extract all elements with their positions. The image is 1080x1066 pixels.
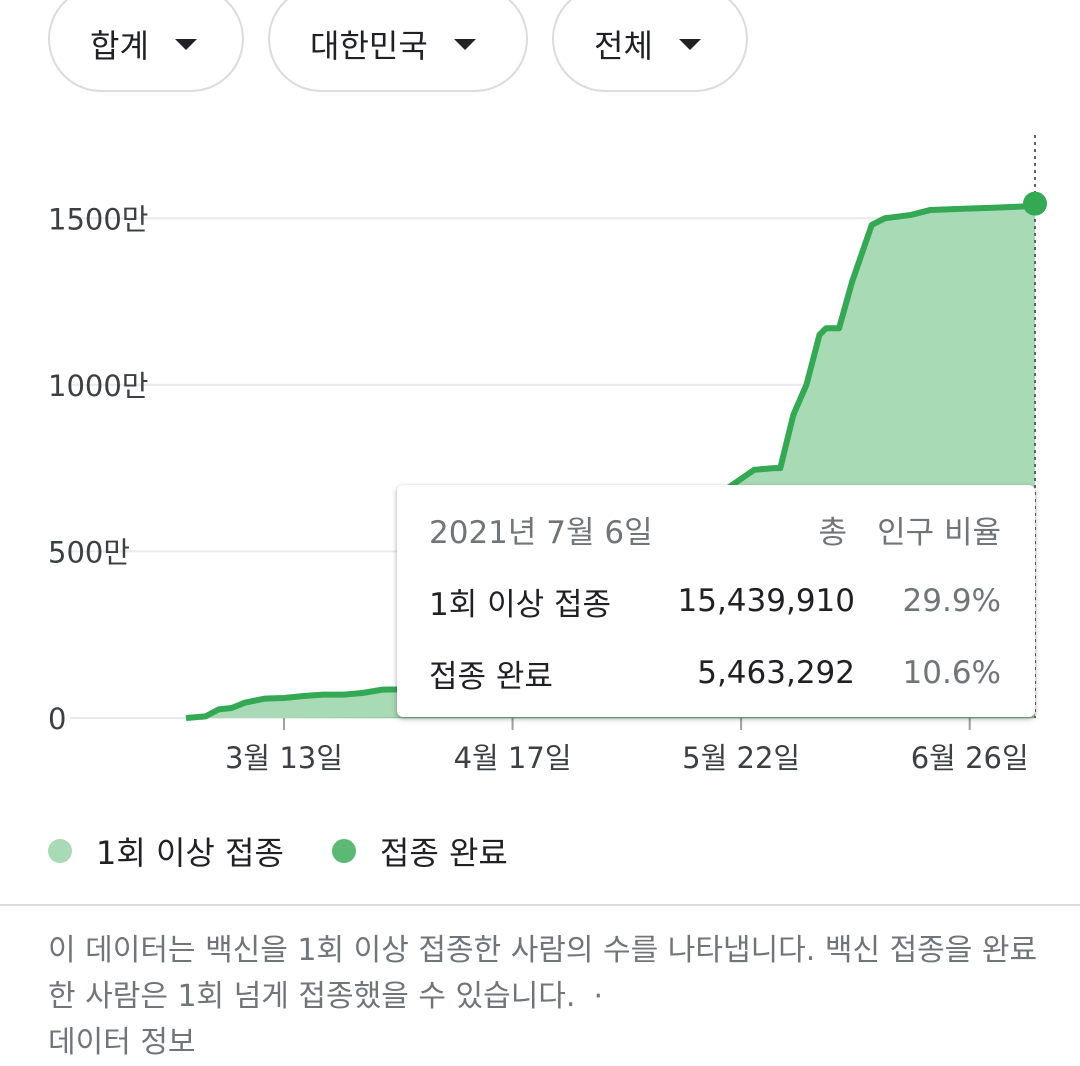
tooltip-row-total: 15,439,910 bbox=[677, 583, 856, 619]
series-line-first-dose bbox=[185, 200, 1037, 721]
note-separator: · bbox=[593, 979, 603, 1014]
x-axis-ticks: 3월 13일 4월 17일 5월 22일 6월 26일 bbox=[225, 718, 1029, 775]
tooltip-row-total: 5,463,292 bbox=[697, 655, 855, 691]
legend-dot-icon bbox=[48, 839, 72, 863]
legend-label: 1회 이상 접종 bbox=[96, 834, 284, 872]
filter-total-button[interactable]: 합계 bbox=[48, 0, 244, 92]
hover-cursor bbox=[1023, 135, 1047, 718]
tooltip-row-first-dose: 1회 이상 접종 15,439,910 29.9% bbox=[429, 565, 1001, 637]
x-tick-label: 6월 26일 bbox=[911, 741, 1029, 775]
divider bbox=[0, 904, 1080, 906]
tooltip-row-ratio: 29.9% bbox=[902, 583, 1001, 619]
tooltip-row-label: 접종 완료 bbox=[429, 658, 553, 695]
chart-legend: 1회 이상 접종 접종 완료 bbox=[48, 828, 556, 874]
legend-label: 접종 완료 bbox=[379, 834, 508, 872]
legend-dot-icon bbox=[331, 839, 356, 863]
legend-item-fully[interactable]: 접종 완료 bbox=[331, 828, 508, 874]
y-axis-labels: 0 500만 1000만 1500만 bbox=[48, 202, 148, 736]
legend-item-first-dose[interactable]: 1회 이상 접종 bbox=[48, 828, 284, 874]
filter-region-label: 대한민국 bbox=[310, 27, 428, 65]
x-tick-label: 3월 13일 bbox=[225, 741, 343, 775]
filter-region-button[interactable]: 대한민국 bbox=[268, 0, 528, 92]
tooltip-row-fully: 접종 완료 5,463,292 10.6% bbox=[429, 637, 1001, 709]
dropdown-caret-icon bbox=[678, 38, 701, 50]
tooltip-row-label: 1회 이상 접종 bbox=[429, 586, 612, 623]
dropdown-caret-icon bbox=[174, 38, 197, 50]
tooltip-header: 2021년 7월 6일 총 인구 비율 bbox=[429, 493, 1001, 565]
y-tick-label: 1500만 bbox=[48, 202, 148, 236]
x-tick-label: 4월 17일 bbox=[454, 741, 572, 775]
tooltip-col-total: 총 bbox=[818, 514, 847, 551]
note-text: 이 데이터는 백신을 1회 이상 접종한 사람의 수를 나타냅니다. 백신 접종… bbox=[48, 933, 1038, 1014]
data-note: 이 데이터는 백신을 1회 이상 접종한 사람의 수를 나타냅니다. 백신 접종… bbox=[48, 928, 1038, 1066]
tooltip-row-ratio: 10.6% bbox=[902, 655, 1001, 691]
filter-age-label: 전체 bbox=[594, 27, 653, 65]
y-tick-label: 1000만 bbox=[48, 369, 148, 403]
x-tick-label: 5월 22일 bbox=[682, 741, 800, 775]
data-info-link[interactable]: 데이터 정보 bbox=[48, 1025, 196, 1060]
y-tick-label: 500만 bbox=[48, 535, 130, 569]
y-tick-label: 0 bbox=[48, 702, 66, 736]
filter-age-button[interactable]: 전체 bbox=[552, 0, 748, 92]
tooltip-date: 2021년 7월 6일 bbox=[429, 514, 653, 551]
tooltip-col-ratio: 인구 비율 bbox=[877, 514, 1001, 551]
hover-point-dot bbox=[1023, 191, 1047, 216]
dropdown-caret-icon bbox=[453, 38, 476, 50]
filter-total-label: 합계 bbox=[90, 27, 149, 65]
chart-tooltip: 2021년 7월 6일 총 인구 비율 1회 이상 접종 15,439,910 … bbox=[397, 485, 1035, 717]
